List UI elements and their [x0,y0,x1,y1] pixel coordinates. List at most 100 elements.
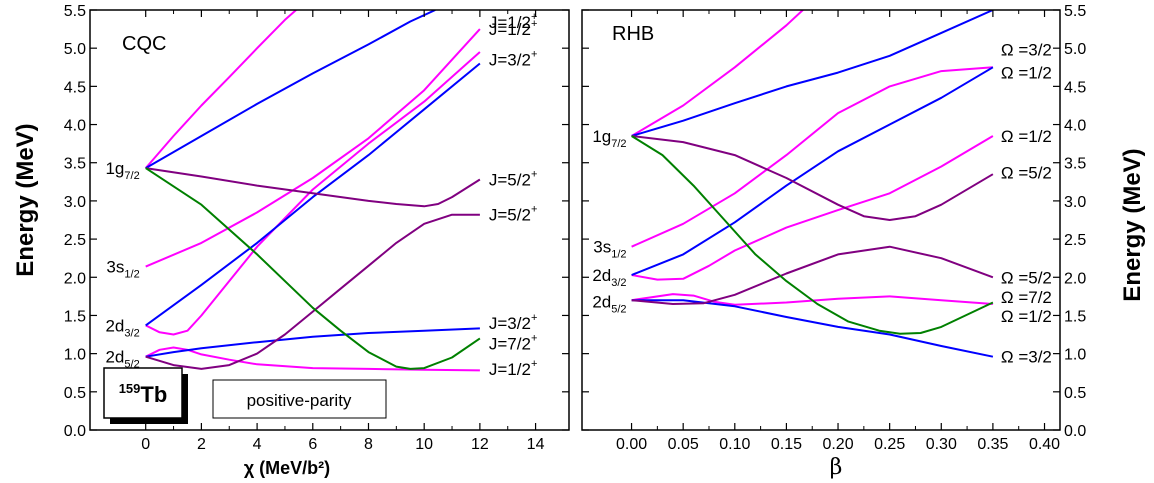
end-label: Ω =5/2 [1001,268,1052,287]
end-label: J=1/2+ [489,358,538,379]
end-label-sup: + [531,358,537,370]
parity-box [212,379,387,419]
end-label-main: Ω =1/2 [1001,64,1052,83]
x-tick-label: 14 [527,436,545,453]
state-label: 2d5/2 [105,348,139,371]
end-label: J=1/2+ [489,11,538,32]
x-tick-label: 0.15 [771,436,802,453]
series-line-1-8 [631,245,994,305]
x-tick-label: 0.40 [1029,436,1060,453]
right-y-axis-title: Energy (MeV) [1119,148,1146,301]
series-line-0-5 [145,62,481,327]
state-label: 3s1/2 [593,238,626,261]
y-tick-label: 1.5 [64,308,86,325]
x-tick-label: 0.20 [822,436,853,453]
state-label: 3s1/2 [106,258,139,281]
state-label: 1g7/2 [105,159,139,182]
left-panel-title: CQC [122,33,166,55]
state-label-main: 1g [105,159,124,178]
y-tick-label: 2.0 [1064,270,1086,287]
end-label-main: J=1/2 [489,13,531,32]
end-label-main: Ω =3/2 [1001,41,1052,60]
series-line-0-8 [145,213,480,370]
nucleus-mass: 159 [119,381,141,396]
end-label-main: J=1/2 [489,20,531,39]
series-line-0-7 [145,167,481,208]
series-line-0-1 [145,28,481,268]
end-label-main: Ω =7/2 [1001,288,1052,307]
end-label: J=3/2+ [489,312,538,333]
state-label-main: 3s [593,238,611,257]
end-label: J=5/2+ [489,204,538,225]
y-tick-label: 5.0 [1064,41,1086,58]
nucleus-symbol: Tb [140,382,167,407]
y-tick-label: 2.5 [1064,232,1086,249]
series-line-1-9 [631,135,994,335]
x-tick-label: 6 [308,436,317,453]
state-label-sub: 3/2 [124,327,139,339]
series-line-0-4 [145,10,436,169]
state-label-main: 3s [106,258,124,277]
series-line-0-3 [145,346,480,372]
end-label-sup: + [531,11,537,23]
y-tick-label: 0.0 [64,423,86,440]
end-label-main: Ω =5/2 [1001,268,1052,287]
nucleus-label: 159Tb [119,381,168,407]
y-tick-label: 1.5 [1064,308,1086,325]
state-label-main: 2d [592,266,611,285]
left-x-axis-title: χ (MeV/b²) [244,458,330,478]
end-label: J=7/2+ [489,333,538,354]
end-label-main: J=5/2 [489,171,531,190]
x-tick-label: 0.30 [926,436,957,453]
end-label: Ω =1/2 [1001,127,1052,146]
end-label-sup: + [531,333,537,345]
series-line-0-6 [145,327,480,358]
x-tick-label: 0.10 [719,436,750,453]
end-label: Ω =1/2 [1001,307,1052,326]
state-label: 2d3/2 [592,266,626,289]
state-label-sub: 7/2 [124,170,139,182]
series-line-0-0 [144,10,297,169]
end-label: Ω =7/2 [1001,288,1052,307]
end-label-sup: + [531,49,537,61]
y-tick-label: 2.0 [64,270,86,287]
state-label: 2d3/2 [105,316,139,339]
y-tick-label: 0.0 [1064,423,1086,440]
end-label-main: J=1/2 [489,360,531,379]
nucleus-box [103,367,183,419]
y-tick-label: 4.0 [64,118,86,135]
series-line-0-9 [145,167,481,370]
end-label-main: J=5/2 [489,206,531,225]
end-label-main: J=3/2 [489,314,531,333]
end-label-main: J=7/2 [489,335,531,354]
series-line-1-1 [631,66,993,248]
series-line-0-2 [145,51,481,336]
end-label: J=3/2+ [489,49,538,70]
end-label: Ω =5/2 [1001,164,1052,183]
end-label-main: Ω =1/2 [1001,307,1052,326]
end-label-main: Ω =1/2 [1001,127,1052,146]
state-label-sub: 7/2 [611,138,626,150]
state-label-sub: 3/2 [611,277,626,289]
state-label: 1g7/2 [592,127,626,150]
state-label-main: 2d [592,293,611,312]
y-tick-label: 1.0 [1064,347,1086,364]
y-tick-label: 2.5 [64,232,86,249]
end-label-main: Ω =5/2 [1001,164,1052,183]
end-label-sup: + [531,312,537,324]
x-tick-label: 2 [197,436,206,453]
end-label-main: Ω =3/2 [1001,348,1052,367]
state-label: 2d5/2 [592,293,626,316]
y-tick-label: 3.5 [64,156,86,173]
end-label: Ω =1/2 [1001,64,1052,83]
series-line-1-7 [631,135,994,221]
x-tick-label: 10 [415,436,433,453]
y-tick-label: 0.5 [1064,385,1086,402]
x-tick-label: 0.05 [668,436,699,453]
end-label-sup: + [531,169,537,181]
series-line-1-6 [631,299,994,358]
y-tick-label: 4.5 [1064,79,1086,96]
state-label-sub: 1/2 [124,269,139,281]
state-label-sub: 1/2 [611,249,626,261]
